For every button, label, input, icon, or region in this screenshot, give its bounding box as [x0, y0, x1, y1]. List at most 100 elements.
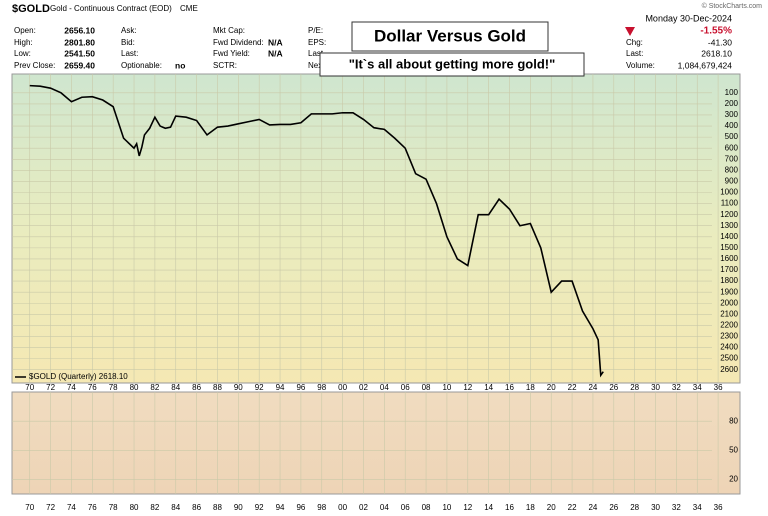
x-tick-label: 90	[234, 383, 243, 392]
field-label: Bid:	[121, 38, 135, 47]
x-tick-label: 80	[130, 503, 139, 512]
x-tick-label: 24	[588, 383, 597, 392]
field-value: N/A	[268, 48, 283, 58]
y-tick-label: 1400	[720, 232, 738, 241]
x-tick-label: 12	[463, 503, 472, 512]
y-tick-label: 1200	[720, 210, 738, 219]
field-label: SCTR:	[213, 61, 237, 70]
field-label: Low:	[14, 49, 31, 58]
x-tick-label: 04	[380, 503, 389, 512]
annotation-box	[319, 52, 585, 77]
price-panel	[11, 73, 741, 384]
field-label: Fwd Yield:	[213, 49, 250, 58]
x-tick-label: 12	[463, 383, 472, 392]
x-tick-label: 30	[651, 503, 660, 512]
marks: 70 72 74 76 78 80 82 84 86 88 90 92 94 96 98 00 02 04 06 08…	[12, 74, 739, 512]
x-tick-label: 34	[693, 503, 702, 512]
x-tick-label: 32	[672, 383, 681, 392]
change-percent: -1.55%	[700, 26, 732, 37]
y-tick-label: 1800	[720, 276, 738, 285]
annotation: "It`s all about getting more gold!"	[349, 56, 556, 71]
x-tick-label: 88	[213, 383, 222, 392]
field-label: Optionable:	[121, 61, 162, 70]
annotation-box	[351, 21, 549, 52]
field-value: 2541.50	[64, 48, 95, 58]
x-tick-label: 08	[422, 383, 431, 392]
x-tick-label: 28	[630, 503, 639, 512]
field-label: Open:	[14, 26, 36, 35]
x-tick-label: 98	[317, 503, 326, 512]
x-tick-label: 00	[338, 383, 347, 392]
y-tick-label: 900	[725, 177, 739, 186]
x-tick-label: 26	[609, 503, 618, 512]
y-tick-label: 2400	[720, 343, 738, 352]
x-tick-label: 06	[401, 503, 410, 512]
x-tick-label: 96	[296, 503, 305, 512]
field-label: Volume:	[626, 61, 655, 70]
y-tick-label: 300	[725, 110, 739, 119]
x-tick-label: 14	[484, 503, 493, 512]
field-value: 2659.40	[64, 60, 95, 70]
field-label: P/E:	[308, 26, 323, 35]
field-label: Mkt Cap:	[213, 26, 245, 35]
x-tick-label: 22	[568, 383, 577, 392]
field-label: Prev Close:	[14, 61, 55, 70]
x-tick-label: 00	[338, 503, 347, 512]
annotation: Dollar Versus Gold	[374, 26, 526, 45]
x-tick-label: 04	[380, 383, 389, 392]
y-tick-label: 400	[725, 121, 739, 130]
x-tick-label: 36	[714, 383, 723, 392]
y-tick-label: 2300	[720, 332, 738, 341]
y-tick-label: 2200	[720, 321, 738, 330]
x-tick-label: 72	[46, 383, 55, 392]
x-tick-label: 84	[171, 503, 180, 512]
x-tick-label: 92	[255, 383, 264, 392]
y-tick-label: 1900	[720, 287, 738, 296]
y-tick-label: 100	[725, 88, 739, 97]
x-tick-label: 82	[150, 503, 159, 512]
x-tick-label: 96	[296, 383, 305, 392]
price-line	[29, 84, 604, 378]
field-value: 1,084,679,424	[678, 60, 733, 70]
y-tick-label: 700	[725, 154, 739, 163]
exchange: CME	[180, 4, 198, 13]
field-label: Ask:	[121, 26, 137, 35]
header-fields: Open: 2656.10 High: 2801.80 Low: 2541.50 Prev …	[14, 25, 732, 70]
x-tick-label: 24	[588, 503, 597, 512]
x-tick-label: 18	[526, 503, 535, 512]
x-tick-label: 14	[484, 383, 493, 392]
y-tick-label: 2500	[720, 354, 738, 363]
x-tick-label: 78	[109, 383, 118, 392]
y-tick-label: 800	[725, 165, 739, 174]
field-label: Chg:	[626, 38, 643, 47]
x-tick-label: 88	[213, 503, 222, 512]
down-arrow	[625, 27, 635, 36]
x-tick-label: 34	[693, 383, 702, 392]
x-tick-label: 78	[109, 503, 118, 512]
x-tick-label: 22	[568, 503, 577, 512]
x-tick-label: 70	[25, 383, 34, 392]
y-tick-label: 50	[729, 445, 738, 454]
y-tick-label: 1000	[720, 188, 738, 197]
x-tick-label: 16	[505, 503, 514, 512]
y-tick-label: 1100	[721, 199, 739, 208]
x-tick-label: 02	[359, 503, 368, 512]
x-tick-label: 20	[547, 383, 556, 392]
x-tick-label: 18	[526, 383, 535, 392]
x-tick-label: 82	[150, 383, 159, 392]
field-label: Last:	[626, 49, 643, 58]
x-tick-label: 72	[46, 503, 55, 512]
x-tick-label: 30	[651, 383, 660, 392]
x-tick-label: 16	[505, 383, 514, 392]
y-tick-label: 500	[725, 132, 739, 141]
field-label: Last:	[121, 49, 138, 58]
x-tick-label: 74	[67, 383, 76, 392]
y-tick-label: 2600	[720, 365, 738, 374]
y-tick-label: 20	[729, 475, 738, 484]
x-tick-label: 20	[547, 503, 556, 512]
x-tick-label: 86	[192, 383, 201, 392]
x-tick-label: 10	[442, 503, 451, 512]
field-value: no	[175, 60, 185, 70]
